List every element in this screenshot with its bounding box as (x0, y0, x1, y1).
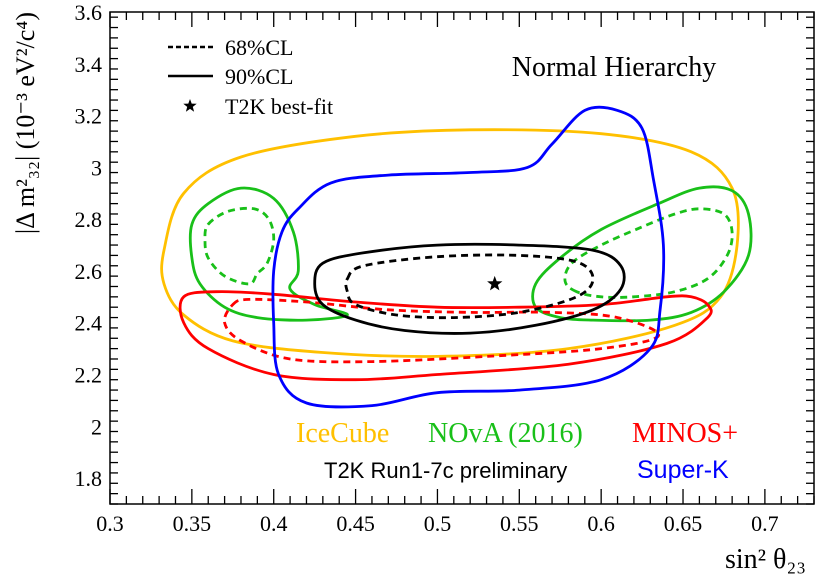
y-tick-label: 2.8 (75, 207, 103, 232)
x-tick-label: 0.35 (173, 511, 212, 536)
y-tick-label: 3 (91, 155, 102, 180)
x-tick-label: 0.5 (424, 511, 452, 536)
legend: 68%CL 90%CL T2K best-fit (168, 35, 333, 119)
y-tick-labels: 1.8 2 2.2 2.4 2.6 2.8 3 3.2 3.4 3.6 (75, 0, 103, 491)
tick-marks (109, 12, 815, 505)
legend-label-68cl: 68%CL (225, 35, 293, 60)
label-minos: MINOS+ (632, 418, 738, 449)
legend-label-90cl: 90%CL (225, 64, 293, 89)
x-tick-label: 0.7 (751, 511, 779, 536)
contour-super-k-90-cl (271, 105, 666, 409)
chart-title: Normal Hierarchy (512, 52, 716, 83)
t2k-best-fit-star-icon (487, 275, 503, 291)
label-icecube: IceCube (296, 418, 389, 449)
x-tick-label: 0.55 (500, 511, 539, 536)
x-tick-label: 0.3 (96, 511, 124, 536)
x-axis-label: sin² θ₂₃ (725, 544, 806, 575)
label-t2k-run: T2K Run1-7c preliminary (324, 458, 567, 483)
y-tick-label: 1.8 (75, 466, 103, 491)
y-tick-label: 3.4 (75, 52, 103, 77)
y-tick-label: 2.2 (75, 363, 103, 388)
legend-label-best-fit: T2K best-fit (225, 94, 333, 119)
x-tick-label: 0.6 (587, 511, 615, 536)
contours-layer (160, 105, 753, 409)
contour-minos-90-cl (178, 290, 713, 382)
label-superk: Super-K (637, 456, 729, 484)
y-axis-label: |Δ m²₃₂| (10⁻³ eV²/c⁴) (11, 12, 40, 234)
label-nova: NOvA (2016) (428, 418, 583, 449)
y-tick-label: 3.2 (75, 104, 103, 129)
contour-t2k-68-cl (344, 253, 595, 320)
x-tick-labels: 0.3 0.35 0.4 0.45 0.5 0.55 0.6 0.65 0.7 (96, 511, 778, 536)
x-tick-label: 0.65 (664, 511, 703, 536)
contour-nova-68-cl-left (203, 206, 276, 286)
contour-nova-68-cl-right (563, 207, 734, 299)
x-tick-label: 0.4 (260, 511, 288, 536)
contour-nova-90-cl-right (531, 185, 753, 323)
y-tick-label: 2 (91, 414, 102, 439)
experiment-labels: IceCube NOvA (2016) MINOS+ T2K Run1-7c p… (296, 418, 738, 484)
x-tick-label: 0.45 (336, 511, 375, 536)
y-tick-label: 2.4 (75, 311, 103, 336)
plot-frame (109, 11, 815, 505)
y-tick-label: 2.6 (75, 259, 103, 284)
y-tick-label: 3.6 (75, 0, 103, 25)
legend-star-icon (183, 99, 197, 112)
contour-t2k-90-cl (313, 242, 626, 335)
